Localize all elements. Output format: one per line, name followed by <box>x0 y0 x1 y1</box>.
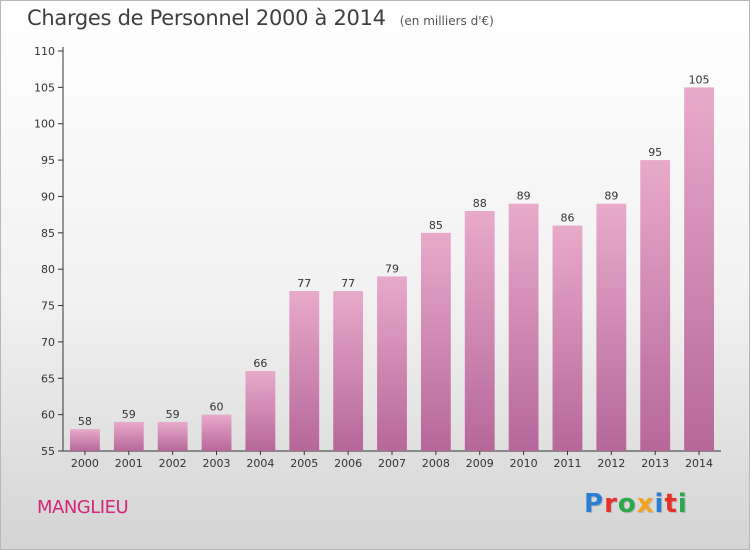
data-label: 95 <box>648 146 662 159</box>
bars <box>70 87 714 451</box>
y-tick-label: 100 <box>34 118 55 131</box>
bar <box>245 371 276 451</box>
y-tick-label: 105 <box>34 81 55 94</box>
bar <box>289 291 320 451</box>
data-label: 59 <box>122 408 136 421</box>
bar <box>464 211 495 451</box>
data-label: 60 <box>210 401 224 414</box>
x-tick-label: 2013 <box>641 457 669 470</box>
bar <box>552 225 583 451</box>
proxiti-logo[interactable]: Proxiti <box>584 489 688 519</box>
data-label: 59 <box>166 408 180 421</box>
data-label: 85 <box>429 219 443 232</box>
y-tick-label: 95 <box>41 154 55 167</box>
x-tick-label: 2002 <box>159 457 187 470</box>
y-tick-label: 75 <box>41 300 55 313</box>
data-label: 89 <box>604 190 618 203</box>
y-axis: 55 60 65 70 75 80 85 90 95 100 105 110 <box>34 45 64 458</box>
x-tick-label: 2012 <box>597 457 625 470</box>
x-tick-label: 2011 <box>553 457 581 470</box>
data-label: 105 <box>689 73 710 86</box>
y-tick-label: 65 <box>41 372 55 385</box>
value-labels: 58 59 59 60 66 77 77 79 85 88 89 86 89 95 105 <box>78 73 710 428</box>
x-tick-label: 2003 <box>203 457 231 470</box>
x-tick-label: 2006 <box>334 457 362 470</box>
bar <box>113 421 144 451</box>
x-tick-label: 2008 <box>422 457 450 470</box>
data-label: 88 <box>473 197 487 210</box>
y-tick-label: 85 <box>41 227 55 240</box>
bar <box>596 203 627 451</box>
x-tick-label: 2010 <box>510 457 538 470</box>
x-tick-label: 2004 <box>246 457 274 470</box>
y-tick-label: 70 <box>41 336 55 349</box>
data-label: 66 <box>253 357 267 370</box>
y-tick-label: 80 <box>41 263 55 276</box>
bar <box>201 414 232 451</box>
x-tick-label: 2009 <box>466 457 494 470</box>
x-tick-label: 2005 <box>290 457 318 470</box>
x-tick-label: 2001 <box>115 457 143 470</box>
data-label: 77 <box>297 277 311 290</box>
x-tick-label: 2000 <box>71 457 99 470</box>
bar <box>508 203 539 451</box>
chart-title: Charges de Personnel 2000 à 2014 (en mill… <box>27 6 494 30</box>
commune-name: MANGLIEU <box>37 497 129 518</box>
bar <box>684 87 714 451</box>
y-tick-label: 60 <box>41 409 55 422</box>
y-tick-label: 90 <box>41 190 55 203</box>
data-label: 79 <box>385 262 399 275</box>
bar <box>70 429 100 451</box>
y-tick-label: 110 <box>34 45 55 58</box>
y-tick-label: 55 <box>41 445 55 458</box>
x-axis: 2000 2001 2002 2003 2004 2005 2006 2007 2008 2009… <box>63 450 721 470</box>
bar <box>640 160 671 451</box>
data-label: 77 <box>341 277 355 290</box>
data-label: 58 <box>78 415 92 428</box>
bar <box>377 276 407 451</box>
x-tick-label: 2014 <box>685 457 713 470</box>
data-label: 86 <box>560 212 574 225</box>
chart-subtitle: (en milliers d'€) <box>399 14 494 28</box>
bar <box>157 421 188 451</box>
chart-title-text: Charges de Personnel 2000 à 2014 <box>27 6 386 30</box>
bar <box>420 232 451 451</box>
data-label: 89 <box>517 190 531 203</box>
x-tick-label: 2007 <box>378 457 406 470</box>
bar <box>333 291 364 451</box>
